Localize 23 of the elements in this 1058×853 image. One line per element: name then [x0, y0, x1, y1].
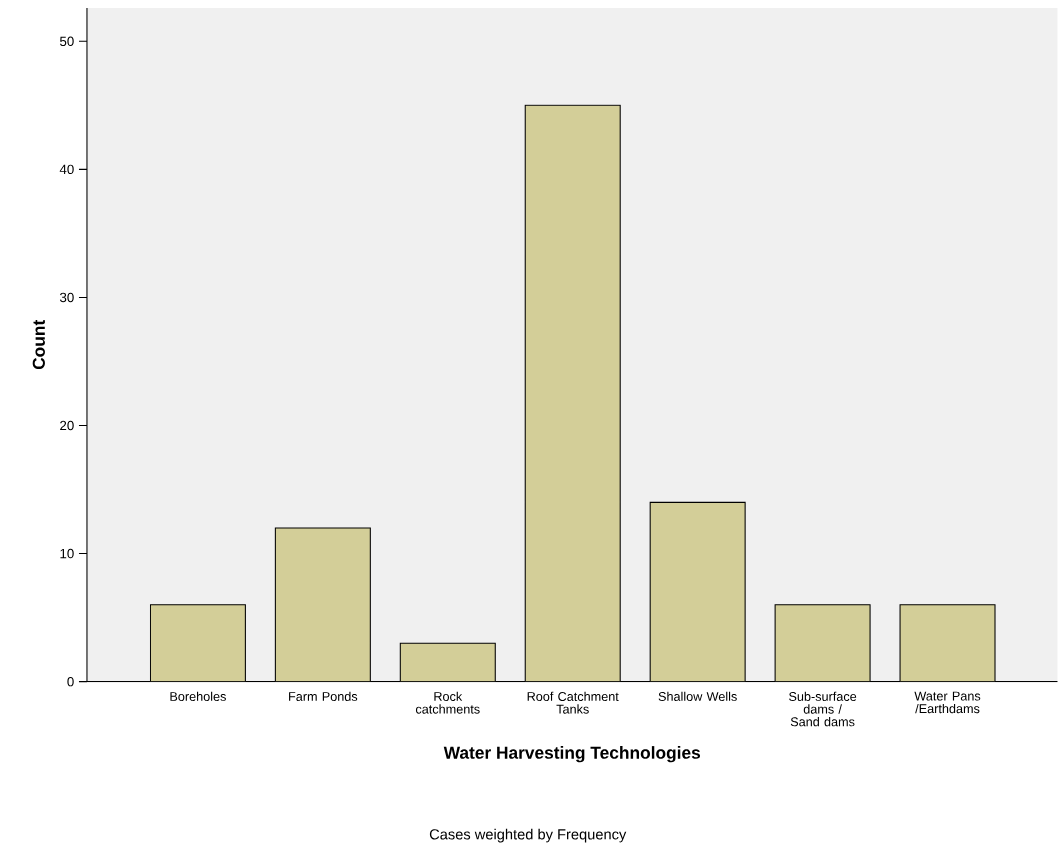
x-axis-title: Water Harvesting Technologies: [443, 746, 701, 763]
bar: [150, 605, 246, 682]
y-tick-label: 0: [67, 677, 74, 687]
x-tick-label: Farm Ponds: [289, 691, 358, 702]
bar: [275, 528, 371, 682]
x-tick-label: Rock catchments: [415, 691, 480, 714]
x-tick-label: Shallow Wells: [658, 691, 737, 702]
bar: [899, 604, 996, 682]
bar: [400, 643, 496, 682]
bar: [525, 105, 621, 682]
x-tick-label: Sub-surface dams / Sand dams: [789, 691, 857, 727]
y-tick-label: 30: [59, 292, 74, 303]
x-tick-label: Roof Catchment Tanks: [527, 691, 619, 714]
x-tick-label: Water Pans /Earthdams: [914, 691, 981, 714]
y-tick-label: 20: [60, 421, 74, 431]
y-tick-label: 40: [59, 164, 74, 175]
text: Cases weighted by Frequency: [429, 828, 627, 843]
bar: [650, 502, 746, 682]
y-tick-label: 10: [60, 549, 74, 559]
bar: [775, 605, 871, 682]
y-tick-label: 50: [59, 36, 74, 47]
x-tick-label: Boreholes: [170, 691, 226, 702]
y-axis-title: Count: [32, 320, 45, 370]
